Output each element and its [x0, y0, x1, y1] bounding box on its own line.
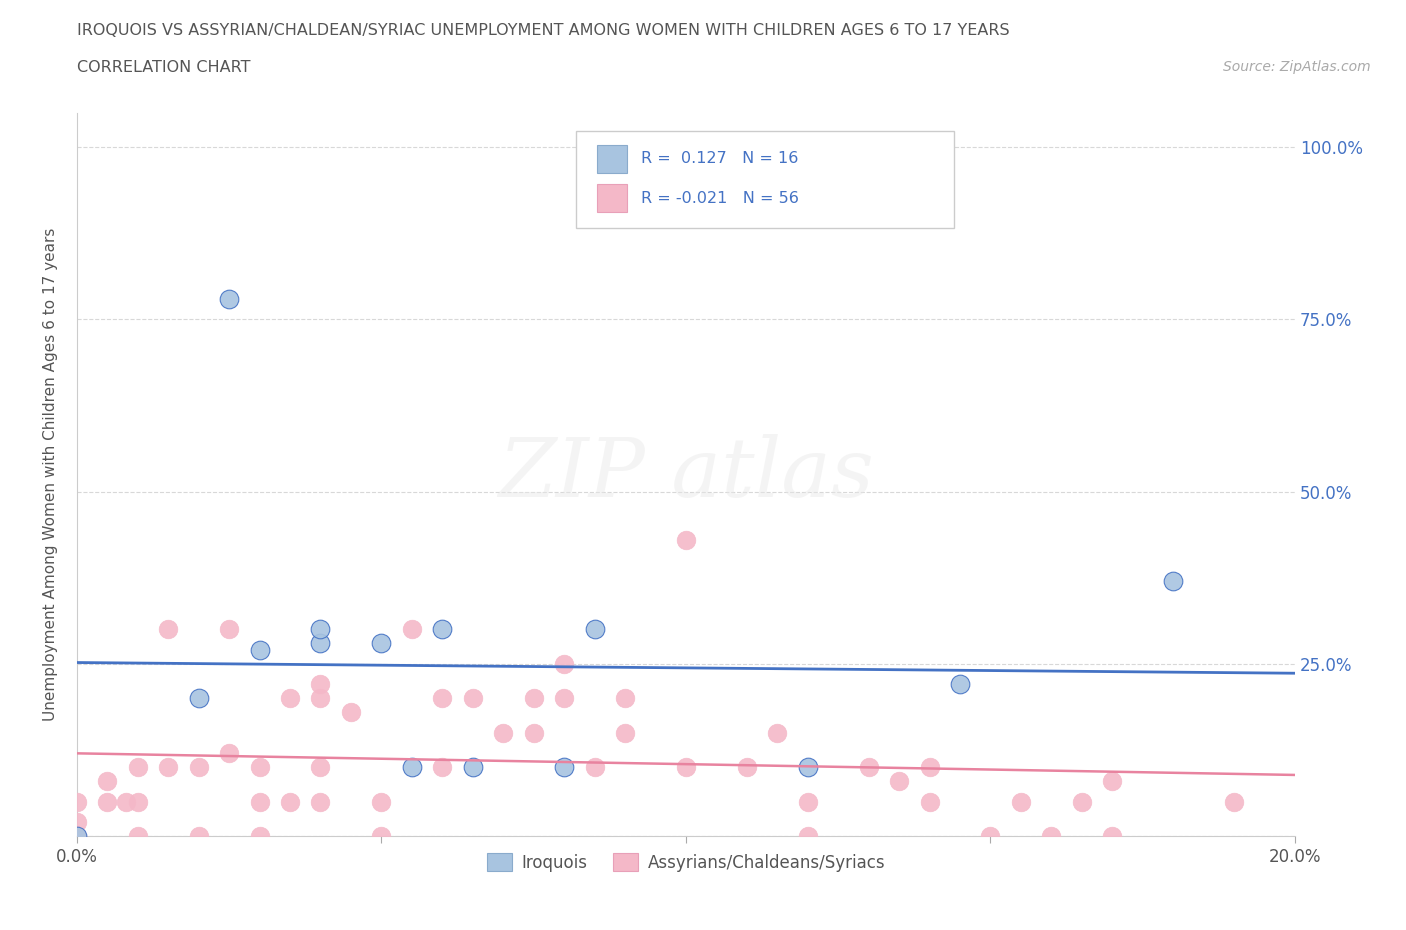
Point: [309, 691, 332, 706]
Point: [218, 746, 240, 761]
Point: [461, 691, 484, 706]
Text: R = -0.021   N = 56: R = -0.021 N = 56: [641, 191, 799, 206]
Text: IROQUOIS VS ASSYRIAN/CHALDEAN/SYRIAC UNEMPLOYMENT AMONG WOMEN WITH CHILDREN AGES: IROQUOIS VS ASSYRIAN/CHALDEAN/SYRIAC UNE…: [77, 23, 1010, 38]
Point: [309, 636, 332, 651]
Point: [66, 829, 89, 844]
Point: [309, 622, 332, 637]
Point: [614, 725, 637, 740]
Point: [157, 622, 180, 637]
Point: [249, 760, 271, 775]
FancyBboxPatch shape: [598, 145, 627, 173]
Point: [66, 815, 89, 830]
Point: [370, 794, 392, 809]
Point: [127, 760, 149, 775]
Point: [553, 760, 575, 775]
Point: [432, 622, 454, 637]
Point: [461, 760, 484, 775]
Point: [766, 725, 789, 740]
Point: [887, 774, 910, 789]
Point: [918, 760, 941, 775]
Point: [218, 291, 240, 306]
Point: [1101, 774, 1123, 789]
Point: [1010, 794, 1032, 809]
Legend: Iroquois, Assyrians/Chaldeans/Syriacs: Iroquois, Assyrians/Chaldeans/Syriacs: [479, 847, 891, 878]
Point: [218, 622, 240, 637]
Point: [278, 794, 301, 809]
Point: [157, 760, 180, 775]
Point: [797, 760, 820, 775]
Point: [249, 829, 271, 844]
Point: [583, 760, 606, 775]
Point: [918, 794, 941, 809]
Point: [1040, 829, 1063, 844]
Point: [432, 691, 454, 706]
Point: [309, 760, 332, 775]
Point: [583, 622, 606, 637]
Point: [401, 760, 423, 775]
Point: [1223, 794, 1246, 809]
FancyBboxPatch shape: [598, 184, 627, 212]
Point: [278, 691, 301, 706]
Point: [114, 794, 136, 809]
Point: [553, 657, 575, 671]
Point: [858, 760, 880, 775]
Point: [979, 829, 1001, 844]
Point: [96, 774, 118, 789]
Point: [432, 760, 454, 775]
Point: [309, 794, 332, 809]
Point: [127, 794, 149, 809]
Point: [127, 829, 149, 844]
Point: [523, 725, 546, 740]
Point: [401, 622, 423, 637]
Y-axis label: Unemployment Among Women with Children Ages 6 to 17 years: Unemployment Among Women with Children A…: [44, 228, 58, 721]
Point: [309, 677, 332, 692]
Text: ZIP atlas: ZIP atlas: [498, 434, 873, 514]
Point: [1101, 829, 1123, 844]
Point: [797, 829, 820, 844]
Point: [340, 705, 363, 720]
Point: [553, 691, 575, 706]
Point: [949, 677, 972, 692]
Text: R =  0.127   N = 16: R = 0.127 N = 16: [641, 152, 799, 166]
Point: [675, 760, 697, 775]
Point: [735, 760, 758, 775]
Point: [187, 760, 209, 775]
Point: [370, 636, 392, 651]
Point: [96, 794, 118, 809]
Point: [523, 691, 546, 706]
Point: [1070, 794, 1092, 809]
Point: [249, 643, 271, 658]
Point: [797, 794, 820, 809]
Point: [1161, 574, 1184, 589]
Point: [492, 725, 515, 740]
Point: [66, 794, 89, 809]
Point: [249, 794, 271, 809]
Point: [614, 691, 637, 706]
Point: [187, 829, 209, 844]
Point: [187, 691, 209, 706]
FancyBboxPatch shape: [576, 131, 953, 229]
Point: [66, 829, 89, 844]
Text: CORRELATION CHART: CORRELATION CHART: [77, 60, 250, 75]
Point: [370, 829, 392, 844]
Text: Source: ZipAtlas.com: Source: ZipAtlas.com: [1223, 60, 1371, 74]
Point: [675, 532, 697, 547]
